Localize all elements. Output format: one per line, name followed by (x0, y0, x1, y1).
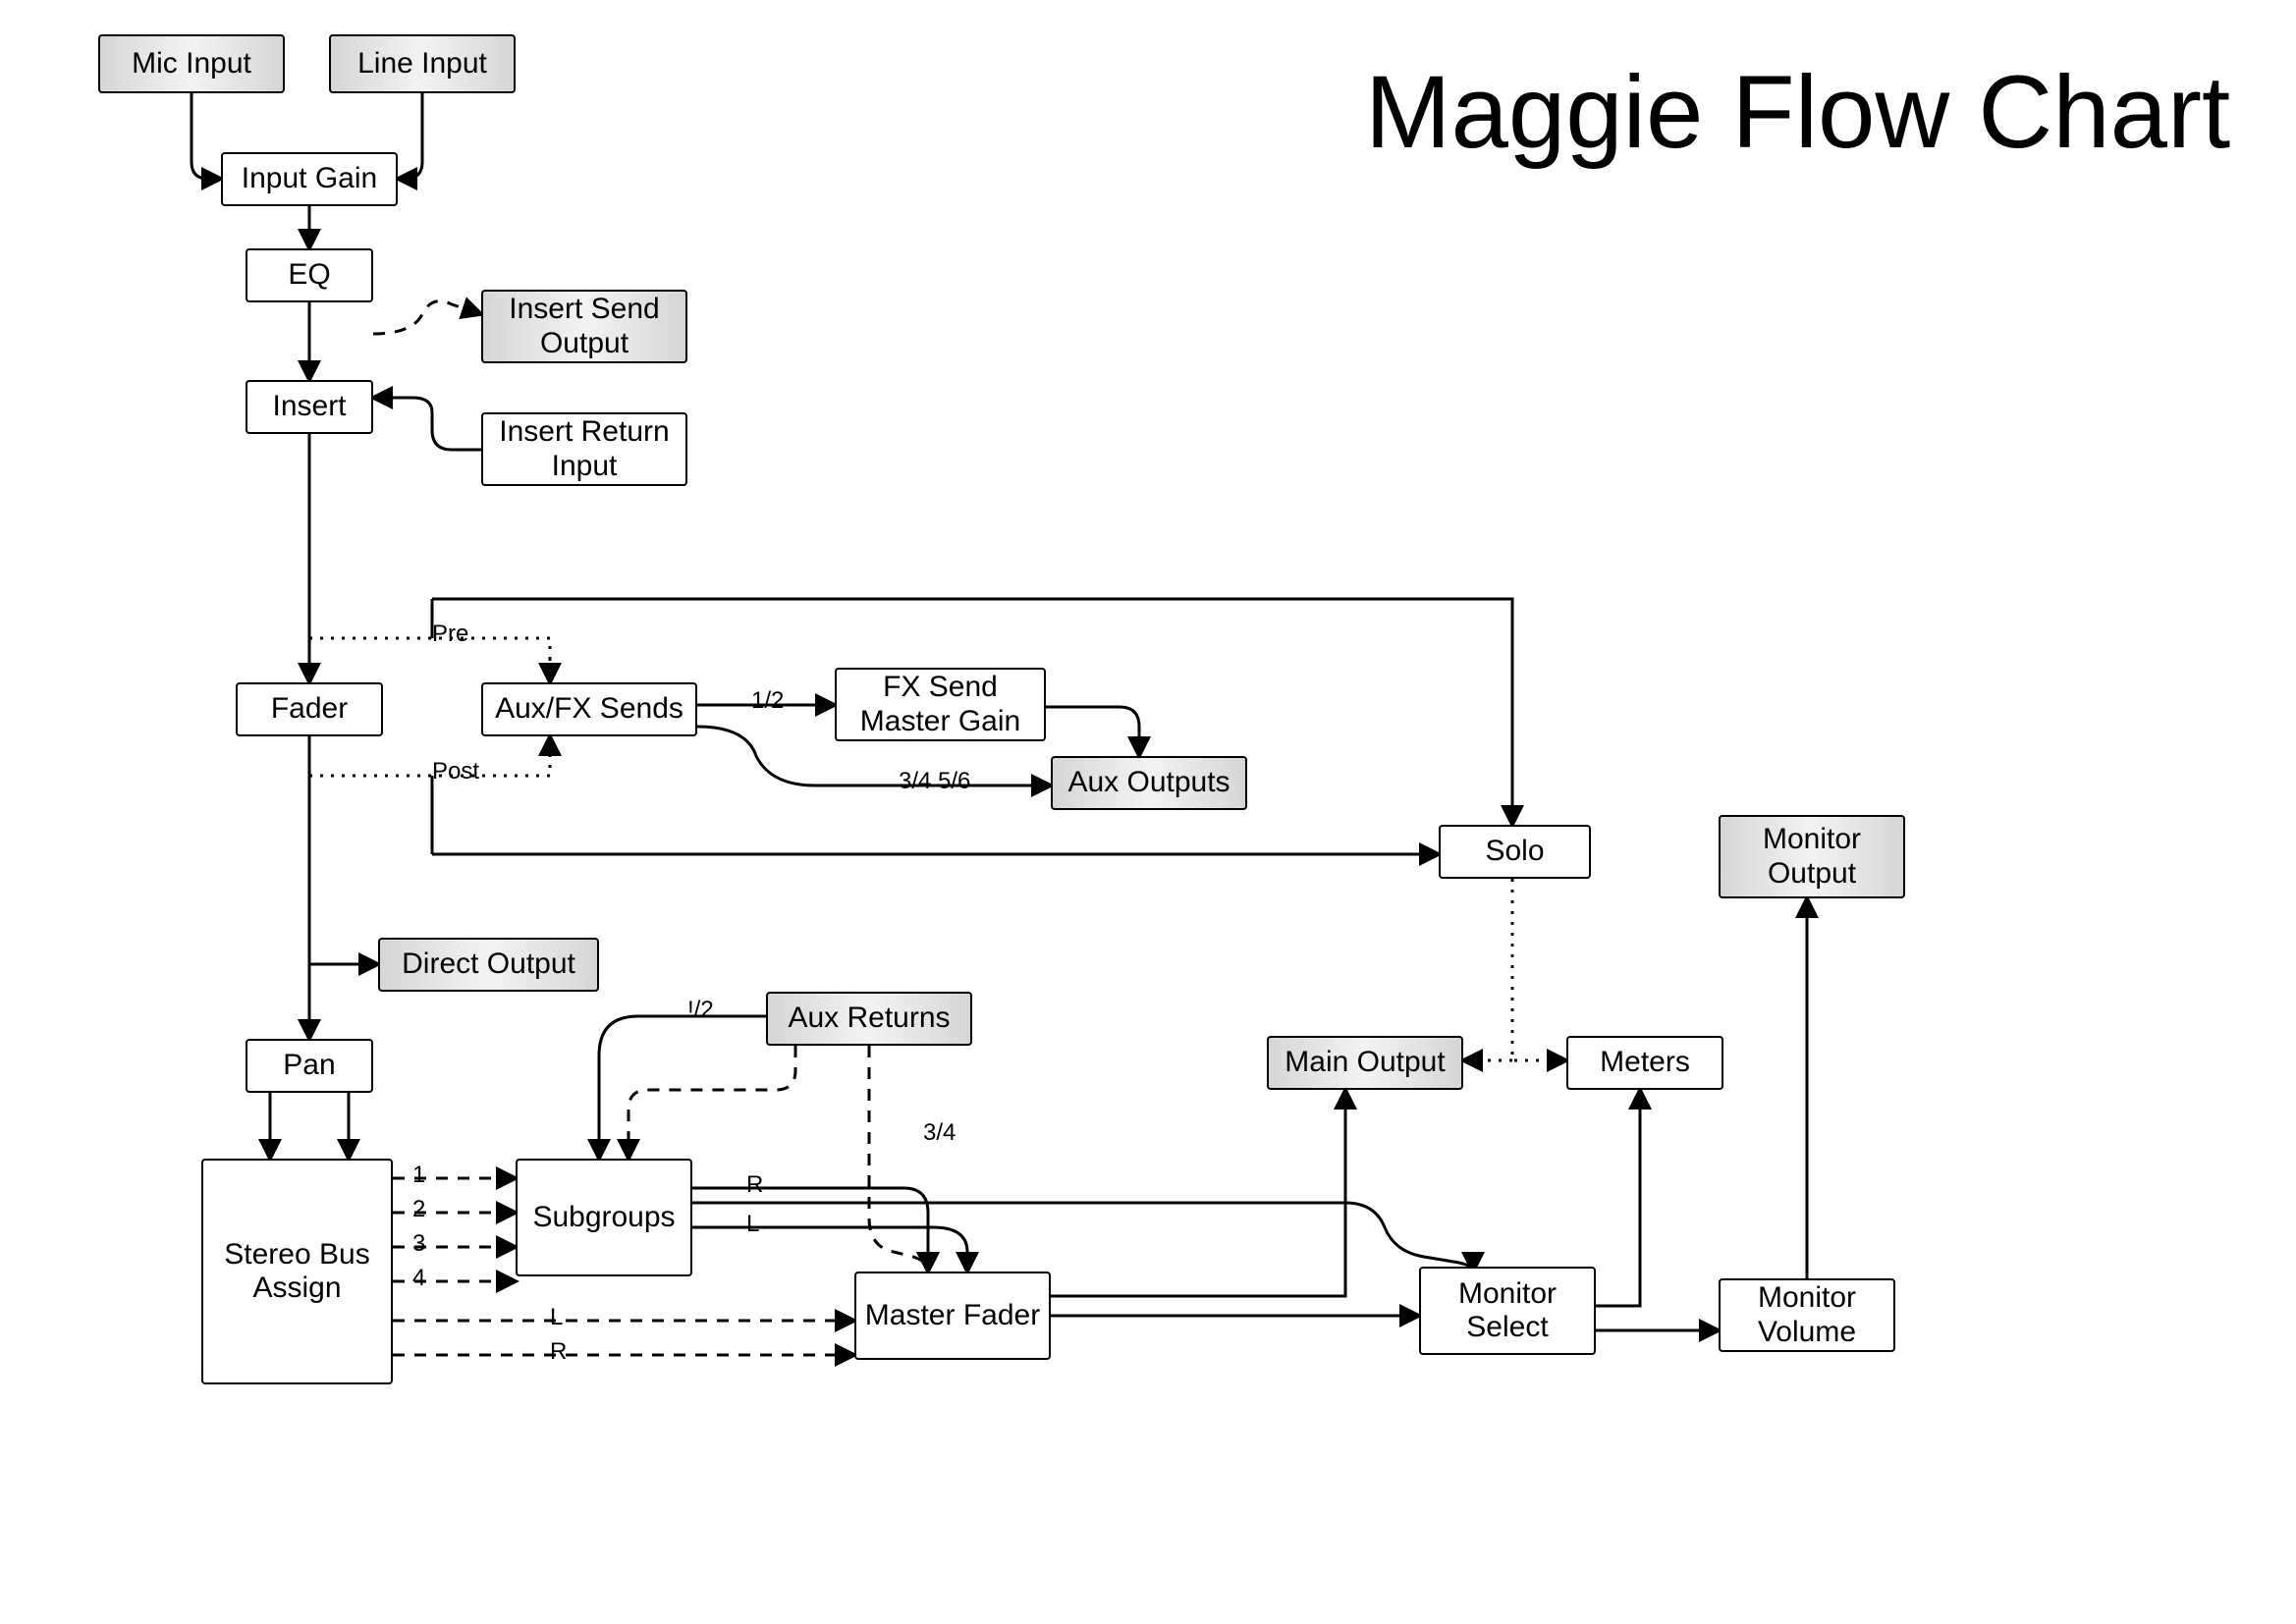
node-fader: Fader (236, 682, 383, 736)
edge-monsel-to-meters (1596, 1090, 1640, 1306)
node-meters: Meters (1566, 1036, 1723, 1090)
node-aux-returns: Aux Returns (766, 992, 972, 1046)
edge-label-aux-to-fxmaster: 1/2 (751, 687, 784, 715)
edge-sub-L (692, 1227, 967, 1272)
node-aux-fx-sends: Aux/FX Sends (481, 682, 697, 736)
edge-label-bus-1: 1 (412, 1162, 425, 1189)
edge-master-to-mainout (1051, 1090, 1345, 1296)
node-eq: EQ (246, 248, 373, 302)
edge-sub-R (692, 1188, 928, 1272)
edge-mic-to-gain (191, 93, 221, 179)
edge-label-aux-to-auxout: 3/4 5/6 (899, 768, 970, 795)
node-fx-send-master: FX Send Master Gain (835, 668, 1046, 741)
edge-line-to-gain (398, 93, 422, 179)
node-direct-output: Direct Output (378, 938, 599, 992)
node-monitor-output: Monitor Output (1719, 815, 1905, 898)
edge-pre-tap (309, 638, 550, 658)
page-title: Maggie Flow Chart (1365, 54, 2230, 172)
edge-auxret-12 (599, 1016, 766, 1159)
edge-label-sub-R: R (746, 1171, 763, 1199)
edge-solo-to-meters (1512, 879, 1566, 1060)
edge-label-bus-2: 2 (412, 1196, 425, 1223)
edge-label-post-tap: Post (432, 758, 479, 785)
edge-eq-to-insertsend (373, 301, 481, 334)
node-master-fader: Master Fader (854, 1272, 1051, 1360)
edge-label-bus-R: R (550, 1338, 567, 1366)
edge-auxret-34b (629, 1046, 795, 1159)
edge-label-sub-L: L (746, 1211, 759, 1238)
node-aux-outputs: Aux Outputs (1051, 756, 1247, 810)
edge-sub-to-monsel (692, 1203, 1473, 1272)
node-insert-return: Insert Return Input (481, 412, 687, 486)
edge-label-pre-tap: Pre (432, 621, 468, 648)
node-stereo-bus: Stereo Bus Assign (201, 1159, 393, 1384)
edge-post-tap (309, 756, 550, 776)
node-pan: Pan (246, 1039, 373, 1093)
flowchart-canvas: Maggie Flow Chart Mic Input Line Input Inp… (0, 0, 2296, 1624)
edge-label-bus-4: 4 (412, 1265, 425, 1292)
edge-auxret-34 (869, 1046, 928, 1272)
edge-label-auxret-12: !/2 (687, 997, 714, 1024)
node-mic-input: Mic Input (98, 34, 285, 93)
edge-label-bus-3: 3 (412, 1230, 425, 1258)
node-monitor-select: Monitor Select (1419, 1267, 1596, 1355)
node-monitor-volume: Monitor Volume (1719, 1278, 1895, 1352)
edge-label-bus-L: L (550, 1304, 563, 1331)
node-subgroups: Subgroups (516, 1159, 692, 1276)
node-main-output: Main Output (1267, 1036, 1463, 1090)
node-line-input: Line Input (329, 34, 516, 93)
node-insert: Insert (246, 380, 373, 434)
edge-insertreturn-to-insert (373, 398, 481, 450)
edge-label-auxret-34: 3/4 (923, 1119, 956, 1147)
node-input-gain: Input Gain (221, 152, 398, 206)
edge-fxmaster-to-auxout (1046, 707, 1139, 756)
node-insert-send: Insert Send Output (481, 290, 687, 363)
node-solo: Solo (1439, 825, 1591, 879)
